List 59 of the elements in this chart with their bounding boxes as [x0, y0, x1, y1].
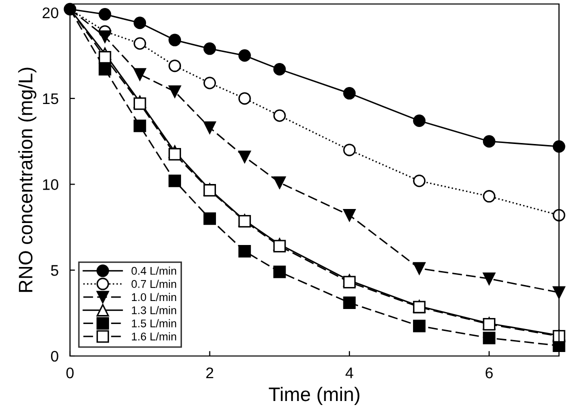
legend-label: 1.5 L/min — [132, 319, 176, 328]
y-tick-label: 0 — [50, 350, 58, 362]
y-tick-label: 15 — [43, 93, 58, 104]
y-tick-label: 10 — [43, 179, 58, 190]
legend-label: 1.3 L/min — [132, 306, 176, 314]
legend-label: 0.7 L/min — [132, 280, 176, 288]
point — [343, 208, 356, 222]
point — [273, 176, 286, 189]
point — [273, 266, 286, 278]
point — [98, 8, 112, 21]
point — [273, 109, 286, 122]
y-tick-label: 20 — [42, 7, 58, 18]
point — [168, 148, 182, 160]
point — [168, 85, 182, 98]
point — [482, 190, 496, 203]
point — [552, 140, 566, 153]
point — [203, 42, 216, 55]
y-axis-title: RNO concentration (mg/L) — [18, 68, 36, 292]
legend-label: 0.4 L/min — [132, 266, 176, 275]
point — [168, 60, 182, 72]
legend-label: 1.0 L/min — [132, 292, 176, 302]
point — [273, 240, 286, 252]
x-tick-label: 2 — [206, 368, 214, 378]
point — [98, 30, 112, 43]
legend-label: 1.6 L/min — [132, 332, 176, 340]
point — [552, 286, 566, 299]
point — [168, 34, 182, 46]
point — [413, 114, 426, 128]
point — [203, 212, 216, 225]
y-tick-label: 5 — [51, 265, 58, 276]
point — [238, 245, 251, 258]
point — [413, 262, 426, 275]
point — [238, 150, 251, 164]
point — [203, 76, 216, 90]
point — [343, 87, 356, 100]
point — [134, 37, 146, 50]
x-tick-label: 4 — [346, 368, 354, 378]
point — [482, 332, 496, 344]
point — [482, 272, 496, 285]
point — [343, 276, 356, 288]
point — [343, 296, 356, 310]
point — [273, 63, 286, 76]
point — [98, 50, 112, 64]
x-tick-label: 6 — [486, 368, 493, 378]
point — [238, 49, 251, 62]
point — [134, 97, 146, 110]
point — [168, 174, 182, 188]
point — [413, 174, 426, 188]
point — [203, 121, 216, 134]
x-tick-label: 0 — [66, 368, 74, 378]
point — [134, 68, 146, 81]
point — [238, 92, 251, 105]
point — [482, 135, 496, 148]
point — [413, 320, 426, 332]
point — [134, 16, 146, 30]
point — [343, 144, 356, 156]
point — [98, 63, 112, 76]
x-axis-title: Time (min) — [268, 386, 360, 406]
point — [134, 120, 146, 132]
